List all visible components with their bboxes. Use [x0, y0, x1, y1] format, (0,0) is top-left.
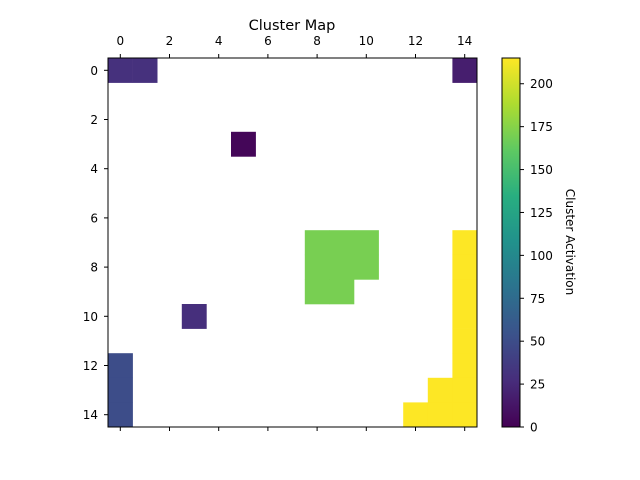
- heatmap-cell: [452, 58, 478, 83]
- heatmap-cell: [452, 377, 478, 403]
- colorbar-tick-label: 150: [530, 163, 553, 177]
- colorbar-tick-label: 200: [530, 77, 553, 91]
- x-tick-label: 2: [166, 34, 174, 48]
- plot-frame: [107, 57, 478, 428]
- heatmap-cell: [108, 377, 133, 403]
- x-tick-label: 0: [116, 34, 124, 48]
- heatmap-cell: [329, 279, 355, 305]
- heatmap-cell: [452, 328, 478, 354]
- colorbar-tick-label: 100: [530, 249, 553, 263]
- colorbar: [502, 58, 520, 427]
- heatmap-cell: [354, 230, 379, 256]
- heatmap-cell: [452, 402, 478, 428]
- heatmap-cell: [329, 230, 355, 256]
- y-tick-label: 12: [83, 359, 98, 373]
- colorbar-tick-label: 175: [530, 120, 553, 134]
- colorbar-tick-label: 0: [530, 421, 538, 435]
- heatmap-cell: [108, 58, 133, 83]
- y-tick-label: 0: [90, 64, 98, 78]
- y-tick-label: 6: [90, 211, 98, 225]
- colorbar-frame: [501, 57, 521, 428]
- x-tick-label: 6: [264, 34, 272, 48]
- heatmap-cell: [231, 131, 256, 157]
- heatmap-cell: [108, 353, 133, 379]
- y-tick-label: 4: [90, 162, 98, 176]
- heatmap-cell: [452, 254, 478, 280]
- plot-background: [108, 58, 477, 427]
- chart-title: Cluster Map: [249, 18, 336, 34]
- heatmap-cell: [452, 230, 478, 256]
- heatmap-cell: [452, 353, 478, 379]
- heatmap-cell: [354, 254, 379, 280]
- heatmap-cell: [427, 402, 453, 428]
- x-tick-label: 12: [408, 34, 423, 48]
- x-tick-label: 10: [359, 34, 374, 48]
- heatmap-cell: [304, 279, 330, 305]
- y-axis: 0 2 4 6 8 10 12 14: [83, 64, 108, 422]
- colorbar-tick-label: 25: [530, 378, 545, 392]
- colorbar-tick-label: 75: [530, 292, 545, 306]
- colorbar-label: Cluster Activation: [563, 189, 577, 295]
- heatmap-cell: [329, 254, 355, 280]
- y-tick-label: 10: [83, 310, 98, 324]
- heatmap-cell: [403, 402, 429, 428]
- heatmap-cell: [304, 230, 330, 256]
- heatmap-cell: [132, 58, 158, 83]
- colorbar-tick-label: 50: [530, 335, 545, 349]
- x-axis: 0 2 4 6 8 10 12 14: [116, 34, 472, 431]
- heatmap-cell: [108, 402, 133, 428]
- heatmap-cells: [108, 58, 478, 428]
- x-tick-label: 8: [313, 34, 321, 48]
- colorbar-axis: 0 25 50 75 100 125 150 175 200: [520, 77, 553, 435]
- heatmap-cell: [304, 254, 330, 280]
- heatmap-cell: [427, 377, 453, 403]
- y-tick-label: 14: [83, 408, 98, 422]
- y-tick-label: 8: [90, 261, 98, 275]
- colorbar-tick-label: 125: [530, 206, 553, 220]
- y-tick-label: 2: [90, 113, 98, 127]
- heatmap-cell: [452, 279, 478, 305]
- x-tick-label: 4: [215, 34, 223, 48]
- x-tick-label: 14: [457, 34, 472, 48]
- heatmap-cell: [181, 304, 207, 329]
- heatmap-cell: [452, 304, 478, 329]
